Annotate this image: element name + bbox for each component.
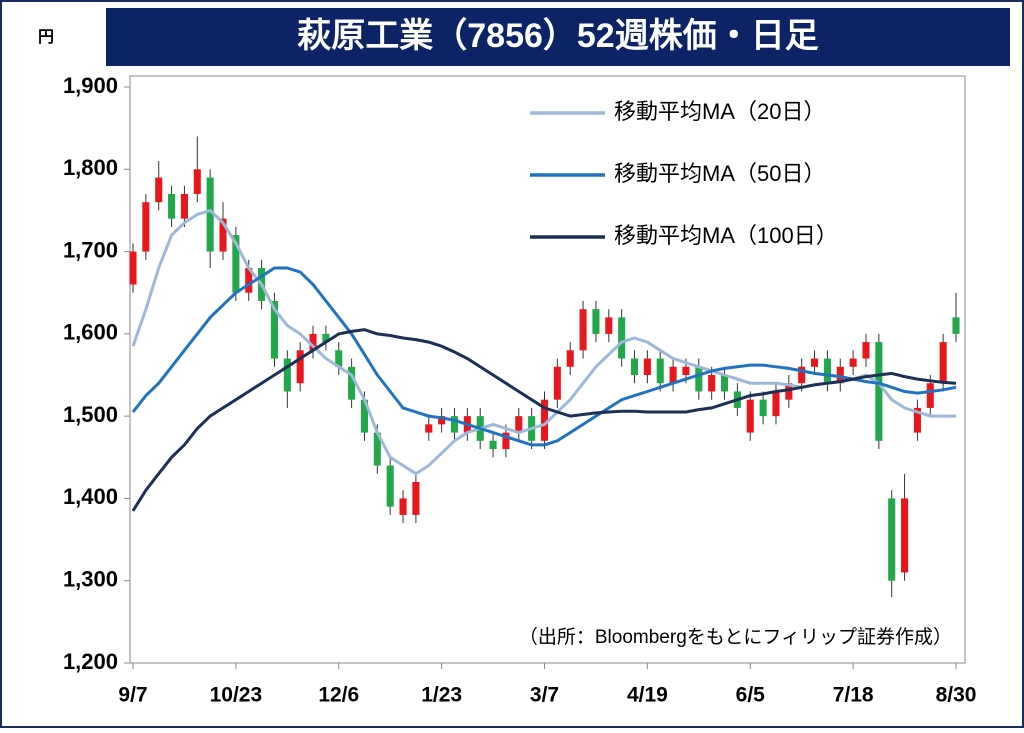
candle-body — [618, 317, 626, 359]
x-tick-label: 9/7 — [118, 684, 147, 707]
candle-body — [219, 218, 227, 252]
candle-body — [309, 333, 317, 351]
candle-body — [155, 177, 163, 203]
candle-body — [489, 440, 497, 450]
candle-body — [862, 342, 870, 359]
y-unit: 円 — [38, 28, 54, 46]
source-note: （出所：Bloombergをもとにフィリップ証券作成） — [519, 626, 952, 648]
candle-body — [373, 432, 381, 466]
x-tick-label: 4/19 — [627, 684, 668, 707]
candle-body — [682, 366, 690, 375]
candle-body — [875, 342, 883, 441]
candle-body — [952, 317, 960, 334]
candle-body — [643, 358, 651, 375]
candle-body — [656, 358, 664, 384]
legend-label: 移動平均MA（100日） — [614, 223, 838, 248]
candle-body — [412, 481, 420, 515]
candle-body — [553, 366, 561, 400]
x-tick-label: 8/30 — [936, 684, 977, 707]
y-tick-label: 1,700 — [63, 237, 118, 262]
candle-body — [566, 350, 574, 367]
candle-body — [785, 383, 793, 400]
candle-body — [669, 366, 677, 384]
candle-body — [129, 251, 137, 285]
y-tick-label: 1,600 — [63, 320, 118, 345]
candle-body — [245, 268, 253, 293]
candle-body — [360, 399, 369, 433]
candle-body — [592, 309, 600, 334]
candle-body — [888, 498, 896, 581]
candle-body — [180, 193, 188, 219]
candle-body — [193, 169, 201, 194]
title-band — [106, 8, 1010, 66]
candle-body — [348, 366, 356, 400]
x-tick-label: 10/23 — [210, 684, 263, 707]
chart-title: 萩原工業（7856）52週株価・日足 — [297, 16, 818, 55]
candle-body — [926, 383, 934, 408]
candle-body — [823, 358, 831, 384]
candle-body — [540, 399, 549, 441]
candle-body — [759, 399, 767, 417]
candle-body — [296, 350, 304, 384]
candle-body — [283, 358, 291, 392]
candle-body — [142, 202, 150, 252]
y-tick-label: 1,800 — [63, 155, 118, 180]
candle-body — [579, 309, 587, 351]
y-tick-label: 1,200 — [63, 649, 118, 674]
candle-body — [322, 333, 330, 343]
candle-body — [425, 424, 433, 433]
x-tick-label: 3/7 — [530, 684, 559, 707]
candle-body — [901, 498, 909, 573]
y-tick-label: 1,300 — [63, 567, 118, 592]
candle-body — [849, 358, 857, 367]
candle-body — [450, 416, 459, 433]
candle-body — [708, 375, 716, 392]
legend-label: 移動平均MA（20日） — [614, 99, 825, 124]
candle-body — [232, 235, 240, 293]
candle-body — [913, 407, 921, 433]
y-tick-label: 1,400 — [63, 484, 118, 509]
candle-body — [502, 432, 510, 450]
x-tick-label: 6/5 — [736, 684, 766, 707]
candle-body — [270, 300, 278, 359]
candle-body — [630, 358, 639, 375]
x-tick-label: 12/6 — [318, 684, 359, 707]
legend-label: 移動平均MA（50日） — [614, 161, 825, 186]
candle-body — [335, 350, 343, 367]
candle-body — [720, 375, 729, 392]
ma-line — [131, 266, 957, 447]
candle-body — [386, 465, 394, 507]
candle-body — [168, 193, 176, 219]
candle-body — [836, 366, 844, 384]
candle-body — [695, 366, 703, 392]
candle-body — [939, 342, 947, 384]
candle-body — [605, 317, 613, 334]
candle-body — [206, 177, 214, 252]
ma-line — [131, 328, 957, 512]
candle-body — [399, 498, 407, 515]
x-tick-label: 7/18 — [833, 684, 874, 707]
x-tick-label: 1/23 — [421, 684, 462, 707]
candle-body — [515, 416, 523, 433]
candle-body — [746, 399, 754, 433]
candle-body — [798, 366, 806, 384]
candle-body — [438, 416, 446, 425]
candle-body — [811, 358, 819, 367]
candle-body — [772, 391, 780, 417]
y-tick-label: 1,900 — [63, 73, 118, 98]
y-tick-label: 1,500 — [63, 402, 118, 427]
